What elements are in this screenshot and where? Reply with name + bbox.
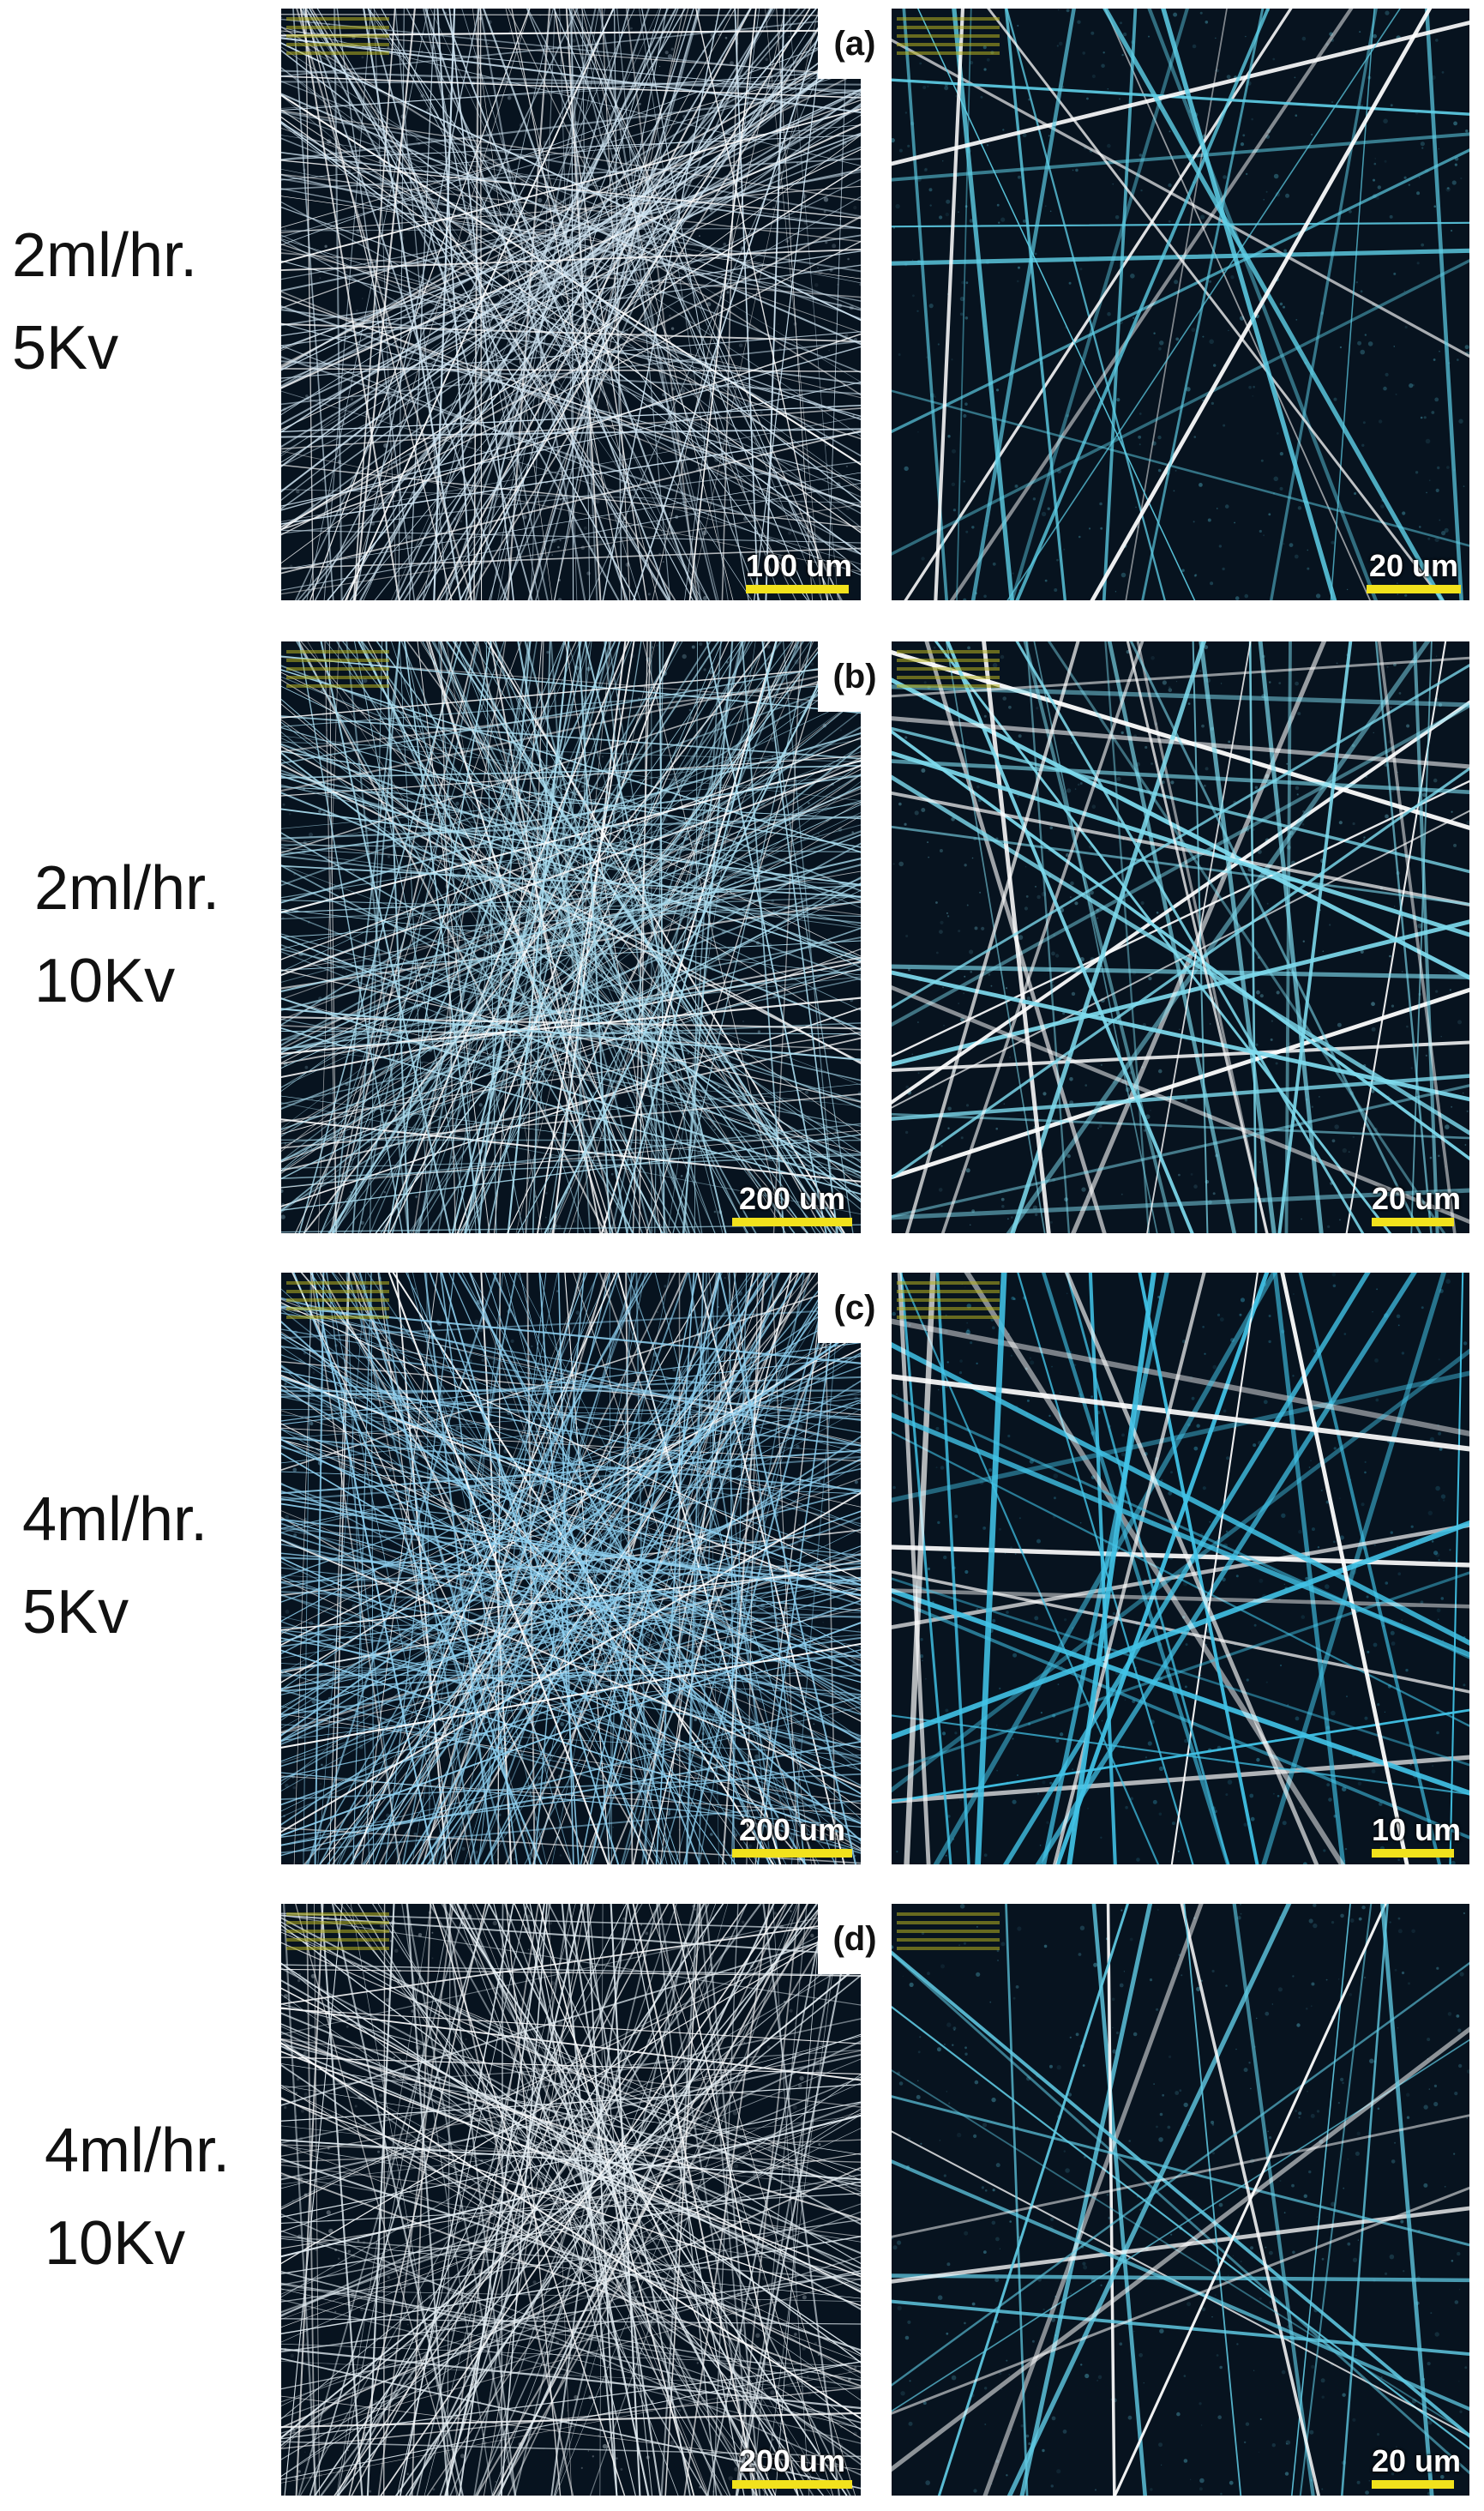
- microscope-info-overlay: [897, 1276, 1000, 1324]
- scale-bar: 100 um: [745, 548, 852, 593]
- condition-label: 2ml/hr. 10Kv: [34, 842, 219, 1027]
- high-magnification-micrograph: 20 um: [892, 9, 1469, 600]
- scale-bar-label: 10 um: [1371, 1812, 1461, 1847]
- condition-label: 4ml/hr. 10Kv: [45, 2105, 230, 2290]
- microscope-info-overlay: [897, 645, 1000, 693]
- low-magnification-micrograph: 200 um: [281, 1904, 861, 2496]
- low-magnification-micrograph: 200 um: [281, 1273, 861, 1864]
- scale-bar: 10 um: [1371, 1812, 1461, 1858]
- fiber-micrograph-image: [892, 1273, 1469, 1864]
- microscope-info-overlay: [286, 1907, 389, 1955]
- scale-bar-line: [1371, 1849, 1454, 1858]
- condition-label: 4ml/hr. 5Kv: [22, 1473, 207, 1659]
- scale-bar-label: 20 um: [1368, 548, 1459, 583]
- fiber-micrograph-image: [892, 1904, 1469, 2496]
- low-magnification-micrograph: 200 um: [281, 641, 861, 1233]
- scale-bar-line: [1367, 585, 1461, 593]
- microscope-info-overlay: [897, 12, 1000, 60]
- scale-bar-label: 200 um: [738, 2443, 846, 2478]
- high-magnification-micrograph: 20 um: [892, 1904, 1469, 2496]
- flow-rate-label: 2ml/hr.: [34, 854, 220, 923]
- flow-rate-label: 2ml/hr.: [12, 221, 198, 290]
- scale-bar: 200 um: [732, 1182, 852, 1226]
- fiber-micrograph-image: [281, 9, 861, 600]
- panel-tag: (b): [818, 641, 892, 712]
- panel-tag: (c): [818, 1273, 892, 1343]
- microscope-info-overlay: [286, 12, 389, 60]
- microscope-info-overlay: [286, 1276, 389, 1324]
- scale-bar: 200 um: [732, 1813, 852, 1858]
- scale-bar-label: 20 um: [1371, 1181, 1461, 1216]
- scale-bar: 20 um: [1371, 2443, 1461, 2489]
- panel-tag: (d): [818, 1904, 892, 1974]
- scale-bar-line: [732, 2480, 852, 2489]
- scale-bar-label: 20 um: [1371, 2443, 1461, 2478]
- microscope-info-overlay: [897, 1907, 1000, 1955]
- voltage-label: 5Kv: [22, 1578, 129, 1647]
- scale-bar-line: [745, 585, 849, 593]
- high-magnification-micrograph: 10 um: [892, 1273, 1469, 1864]
- scale-bar-label: 100 um: [745, 548, 852, 583]
- flow-rate-label: 4ml/hr.: [22, 1485, 208, 1554]
- scale-bar-line: [1371, 2480, 1454, 2489]
- voltage-label: 10Kv: [45, 2209, 186, 2278]
- figure-row-a: 2ml/hr. 5Kv 100 um (a) 20 um: [0, 9, 1484, 600]
- scale-bar-label: 200 um: [738, 1181, 846, 1216]
- figure-row-c: 4ml/hr. 5Kv 200 um (c) 10 um: [0, 1273, 1484, 1864]
- fiber-micrograph-image: [281, 1273, 861, 1864]
- fiber-micrograph-image: [281, 641, 861, 1233]
- scale-bar: 20 um: [1371, 1181, 1461, 1226]
- microscope-info-overlay: [286, 645, 389, 693]
- scale-bar-line: [732, 1849, 852, 1858]
- scale-bar: 200 um: [732, 2444, 852, 2489]
- fiber-micrograph-image: [892, 641, 1469, 1233]
- fiber-micrograph-image: [892, 9, 1469, 600]
- panel-tag: (a): [818, 9, 892, 79]
- scale-bar-label: 200 um: [738, 1812, 846, 1847]
- scale-bar-line: [732, 1218, 852, 1226]
- voltage-label: 10Kv: [34, 947, 176, 1015]
- condition-label: 2ml/hr. 5Kv: [12, 209, 197, 394]
- figure-row-b: 2ml/hr. 10Kv 200 um (b) 20 um: [0, 641, 1484, 1233]
- low-magnification-micrograph: 100 um: [281, 9, 861, 600]
- figure-row-d: 4ml/hr. 10Kv 200 um (d) 20 um: [0, 1904, 1484, 2496]
- flow-rate-label: 4ml/hr.: [45, 2117, 231, 2185]
- voltage-label: 5Kv: [12, 314, 119, 382]
- fiber-micrograph-image: [281, 1904, 861, 2496]
- scale-bar: 20 um: [1367, 549, 1461, 593]
- scale-bar-line: [1371, 1218, 1454, 1226]
- high-magnification-micrograph: 20 um: [892, 641, 1469, 1233]
